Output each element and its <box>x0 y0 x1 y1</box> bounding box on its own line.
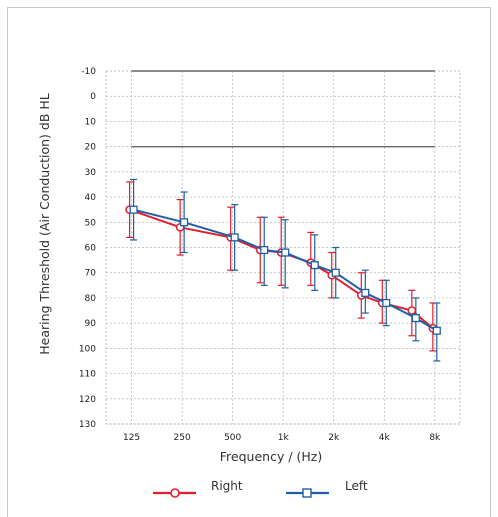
y-tick-label: 130 <box>79 420 96 430</box>
y-tick-label: 70 <box>85 269 97 279</box>
data-point <box>411 314 420 323</box>
axes: -10 0 10 20 30 40 50 60 70 80 90 100 110 120 130 125 250… <box>79 67 441 443</box>
series-right <box>125 181 438 352</box>
y-tick-label: 80 <box>85 294 97 304</box>
series-layer <box>125 178 441 362</box>
data-point <box>129 205 138 214</box>
data-point <box>180 218 189 227</box>
data-point <box>331 268 340 277</box>
y-tick-label: 60 <box>85 244 97 254</box>
data-point <box>432 326 441 335</box>
y-tick-label: 20 <box>85 143 97 153</box>
data-point <box>310 261 319 270</box>
x-tick-label: 1k <box>278 433 290 443</box>
y-tick-label: 110 <box>79 370 96 380</box>
legend-label-left: Left <box>345 479 368 493</box>
y-tick-label: 0 <box>90 92 96 102</box>
legend-marker-right <box>170 488 180 498</box>
y-tick-label: 30 <box>85 168 97 178</box>
x-axis-label: Frequency / (Hz) <box>220 449 322 464</box>
legend: Right Left <box>153 479 368 498</box>
data-point <box>230 233 239 242</box>
y-tick-label: 10 <box>85 117 97 127</box>
data-point <box>281 248 290 257</box>
y-tick-label: 120 <box>79 395 96 405</box>
y-tick-label: 40 <box>85 193 97 203</box>
legend-item-right: Right <box>153 479 243 498</box>
legend-marker-left <box>302 488 312 498</box>
y-tick-label: 100 <box>79 344 96 354</box>
legend-label-right: Right <box>211 479 243 493</box>
grid <box>105 70 461 425</box>
x-tick-label: 2k <box>328 433 340 443</box>
y-tick-label: 50 <box>85 218 97 228</box>
x-tick-label: 250 <box>174 433 191 443</box>
x-tick-label: 4k <box>379 433 391 443</box>
x-tick-label: 125 <box>123 433 140 443</box>
data-point <box>382 298 391 308</box>
reference-lines <box>131 70 435 148</box>
y-axis-label: Hearing Threshold (Air Conduction) dB HL <box>37 93 52 354</box>
y-tick-label: 90 <box>85 319 97 329</box>
data-point <box>361 288 370 297</box>
data-point <box>260 245 269 255</box>
x-tick-label: 500 <box>224 433 241 443</box>
data-point <box>407 306 417 315</box>
series-left <box>129 178 441 362</box>
x-tick-label: 8k <box>429 433 441 443</box>
chart-panel <box>7 7 491 517</box>
y-tick-label: -10 <box>81 67 96 77</box>
legend-item-left: Left <box>286 479 368 498</box>
